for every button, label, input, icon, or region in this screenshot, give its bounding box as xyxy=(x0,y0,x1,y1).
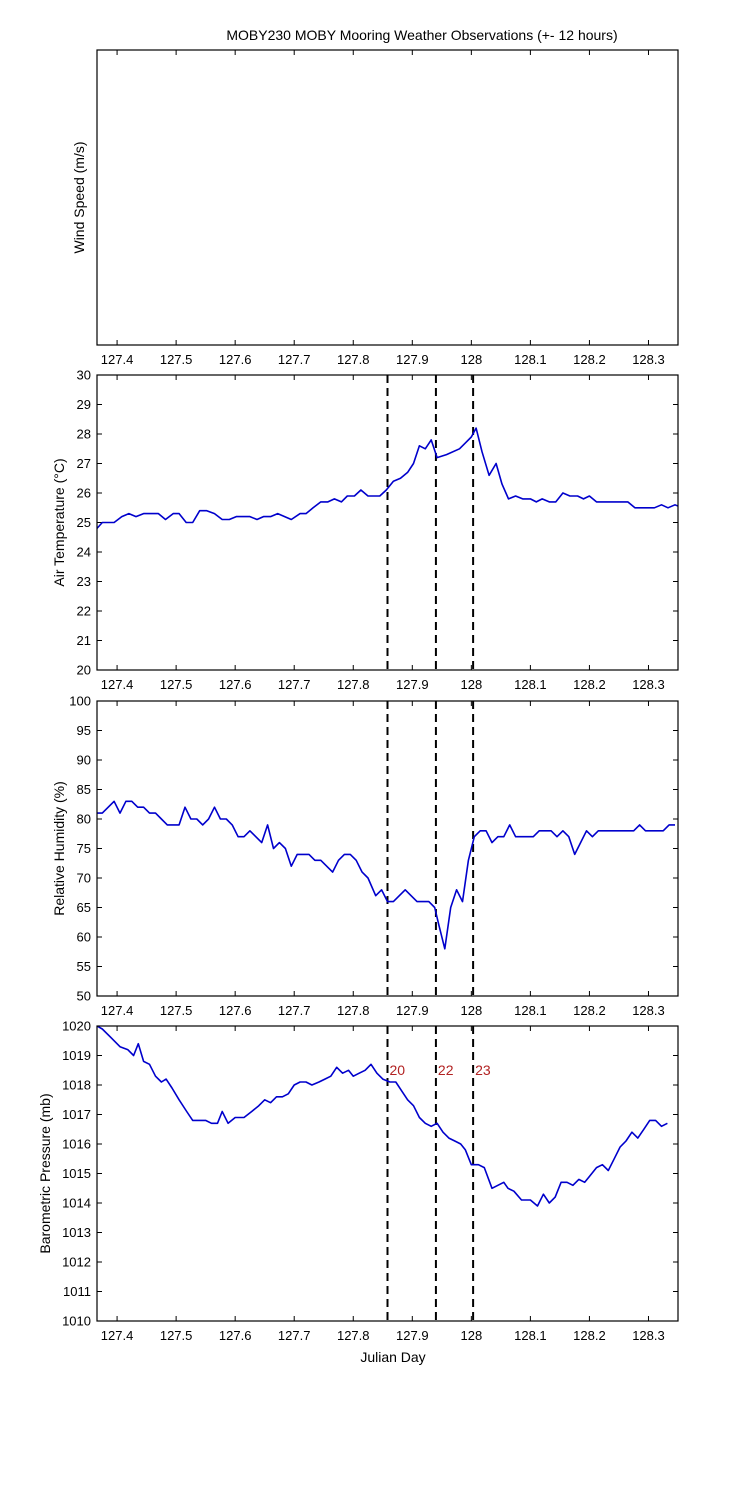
event-label: 20 xyxy=(390,1062,406,1078)
x-tick-label: 127.6 xyxy=(219,677,252,692)
y-tick-label: 65 xyxy=(77,900,91,915)
y-tick-label: 24 xyxy=(77,545,91,560)
y-tick-label: 80 xyxy=(77,812,91,827)
x-tick-label: 128 xyxy=(460,1003,482,1018)
y-axis-label: Relative Humidity (%) xyxy=(51,781,67,916)
x-tick-label: 128 xyxy=(460,352,482,367)
y-tick-label: 1018 xyxy=(62,1078,91,1093)
x-tick-label: 127.4 xyxy=(101,1003,134,1018)
x-tick-label: 128.1 xyxy=(514,1328,547,1343)
x-tick-label: 127.9 xyxy=(396,677,429,692)
panel-4: 127.4 127.5 127.6 127.7 127.8 127.9 128 128.1 12… xyxy=(37,1019,679,1343)
x-tick-label: 127.6 xyxy=(219,1328,252,1343)
x-tick-label: 127.5 xyxy=(160,352,193,367)
y-tick-label: 29 xyxy=(77,397,91,412)
y-tick-label: 70 xyxy=(77,871,91,886)
series-line xyxy=(97,800,675,950)
x-tick-label: 127.4 xyxy=(101,352,134,367)
x-tick-label: 128.2 xyxy=(573,677,606,692)
y-tick-label: 1019 xyxy=(62,1048,91,1063)
x-tick-label: 128.2 xyxy=(573,352,606,367)
y-tick-label: 28 xyxy=(77,427,91,442)
x-tick-label: 128 xyxy=(460,1328,482,1343)
x-tick-label: 127.4 xyxy=(101,1328,134,1343)
x-tick-label: 127.5 xyxy=(160,1003,193,1018)
x-tick-label: 128.1 xyxy=(514,1003,547,1018)
x-axis-label: Julian Day xyxy=(360,1349,425,1365)
x-tick-label: 128.3 xyxy=(632,1328,665,1343)
plot-frame xyxy=(96,49,679,346)
y-tick-label: 23 xyxy=(77,574,91,589)
y-tick-label: 1010 xyxy=(62,1314,91,1329)
x-tick-label: 127.7 xyxy=(278,352,311,367)
x-tick-label: 127.4 xyxy=(101,677,134,692)
x-tick-label: 127.9 xyxy=(396,1003,429,1018)
x-tick-label: 127.7 xyxy=(278,677,311,692)
x-tick-label: 127.8 xyxy=(337,677,370,692)
x-tick-label: 127.6 xyxy=(219,352,252,367)
x-tick-label: 128 xyxy=(460,677,482,692)
y-tick-label: 1020 xyxy=(62,1019,91,1034)
panel-2: 127.4 127.5 127.6 127.7 127.8 127.9 128 128.1 12… xyxy=(51,368,679,692)
y-tick-label: 55 xyxy=(77,959,91,974)
x-tick-label: 128.2 xyxy=(573,1328,606,1343)
y-tick-label: 60 xyxy=(77,930,91,945)
chart-panels: 127.4 127.5 127.6 127.7 127.8 127.9 128 128.1 12… xyxy=(37,49,679,1343)
plot-frame xyxy=(96,700,679,997)
y-tick-label: 21 xyxy=(77,633,91,648)
y-tick-label: 27 xyxy=(77,456,91,471)
y-tick-label: 85 xyxy=(77,782,91,797)
y-tick-label: 25 xyxy=(77,515,91,530)
y-tick-label: 26 xyxy=(77,486,91,501)
y-axis-label: Barometric Pressure (mb) xyxy=(37,1093,53,1253)
x-tick-label: 127.8 xyxy=(337,1328,370,1343)
figure-title: MOBY230 MOBY Mooring Weather Observation… xyxy=(226,27,617,43)
series-line xyxy=(97,427,678,529)
y-tick-label: 1014 xyxy=(62,1196,91,1211)
event-label: 22 xyxy=(438,1062,454,1078)
x-tick-label: 128.1 xyxy=(514,352,547,367)
series-line xyxy=(97,1026,668,1207)
y-tick-label: 90 xyxy=(77,753,91,768)
x-tick-label: 127.5 xyxy=(160,1328,193,1343)
x-tick-label: 127.8 xyxy=(337,352,370,367)
x-tick-label: 127.6 xyxy=(219,1003,252,1018)
panel-3: 127.4 127.5 127.6 127.7 127.8 127.9 128 128.1 12… xyxy=(51,694,679,1018)
y-tick-label: 22 xyxy=(77,604,91,619)
y-tick-label: 1016 xyxy=(62,1137,91,1152)
x-tick-label: 127.7 xyxy=(278,1003,311,1018)
x-tick-label: 128.3 xyxy=(632,1003,665,1018)
event-label: 23 xyxy=(475,1062,491,1078)
y-tick-label: 50 xyxy=(77,989,91,1004)
x-tick-label: 128.3 xyxy=(632,352,665,367)
y-axis-label: Wind Speed (m/s) xyxy=(71,141,87,253)
x-tick-label: 127.7 xyxy=(278,1328,311,1343)
y-tick-label: 30 xyxy=(77,368,91,383)
y-tick-label: 20 xyxy=(77,663,91,678)
x-tick-label: 128.2 xyxy=(573,1003,606,1018)
y-tick-label: 1012 xyxy=(62,1255,91,1270)
x-tick-label: 127.9 xyxy=(396,1328,429,1343)
y-tick-label: 1013 xyxy=(62,1225,91,1240)
x-tick-label: 127.9 xyxy=(396,352,429,367)
plot-frame xyxy=(96,1025,679,1322)
y-tick-label: 1011 xyxy=(63,1284,91,1299)
y-axis-label: Air Temperature (°C) xyxy=(51,458,67,586)
x-tick-label: 128.3 xyxy=(632,677,665,692)
y-tick-label: 100 xyxy=(69,694,91,709)
y-tick-label: 75 xyxy=(77,841,91,856)
panel-1: 127.4 127.5 127.6 127.7 127.8 127.9 128 128.1 12… xyxy=(71,49,679,367)
x-tick-label: 128.1 xyxy=(514,677,547,692)
x-tick-label: 127.8 xyxy=(337,1003,370,1018)
y-tick-label: 1017 xyxy=(62,1107,91,1122)
y-tick-label: 95 xyxy=(77,723,91,738)
plot-frame xyxy=(96,374,679,671)
x-tick-label: 127.5 xyxy=(160,677,193,692)
y-tick-label: 1015 xyxy=(62,1166,91,1181)
